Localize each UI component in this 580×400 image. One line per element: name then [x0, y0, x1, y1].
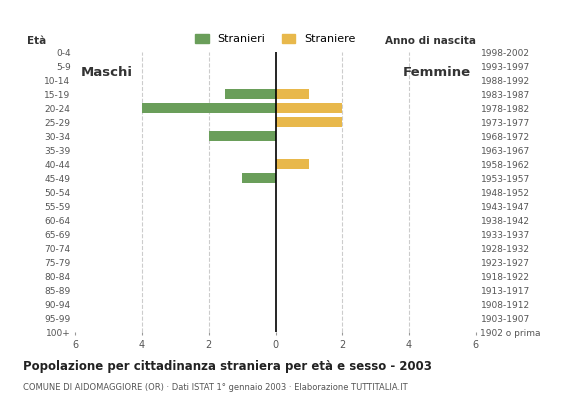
- Bar: [276, 159, 309, 169]
- Bar: [276, 117, 342, 127]
- Bar: [226, 89, 276, 99]
- Text: Femmine: Femmine: [403, 66, 470, 80]
- Text: Maschi: Maschi: [81, 66, 132, 80]
- Bar: [276, 89, 309, 99]
- Text: Età: Età: [27, 36, 46, 46]
- Bar: [209, 131, 276, 141]
- Legend: Stranieri, Straniere: Stranieri, Straniere: [191, 30, 360, 49]
- Bar: [142, 103, 276, 113]
- Text: Popolazione per cittadinanza straniera per età e sesso - 2003: Popolazione per cittadinanza straniera p…: [23, 360, 432, 373]
- Bar: [242, 173, 276, 183]
- Bar: [276, 103, 342, 113]
- Text: COMUNE DI AIDOMAGGIORE (OR) · Dati ISTAT 1° gennaio 2003 · Elaborazione TUTTITAL: COMUNE DI AIDOMAGGIORE (OR) · Dati ISTAT…: [23, 383, 408, 392]
- Text: Anno di nascita: Anno di nascita: [385, 36, 476, 46]
